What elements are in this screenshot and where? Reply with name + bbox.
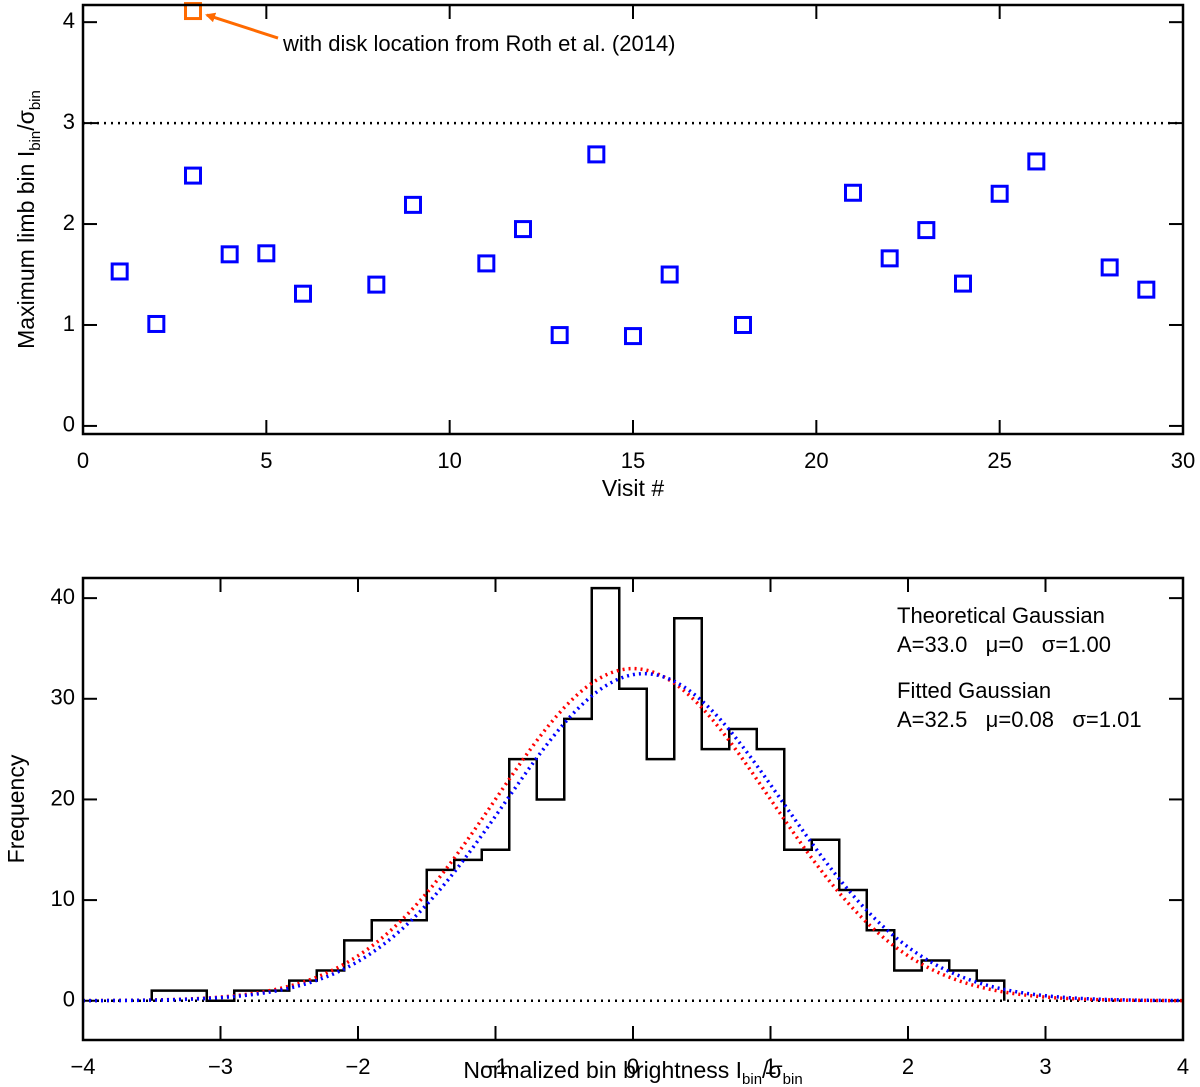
- point: [734, 315, 752, 334]
- x-tick-label: −1: [483, 1054, 508, 1079]
- x-tick-label: −3: [208, 1054, 233, 1079]
- point: [1027, 152, 1046, 171]
- histogram-outline: [150, 586, 1006, 1002]
- x-tick-label: 30: [1171, 448, 1195, 473]
- point: [660, 265, 679, 284]
- x-tick-label: 4: [1177, 1054, 1189, 1079]
- point: [294, 284, 312, 303]
- x-tick-label: 3: [1039, 1054, 1051, 1079]
- label-part: Visit #: [602, 475, 664, 501]
- x-tick-label: 5: [260, 448, 272, 473]
- plot-frame: [81, 576, 1185, 1042]
- point: [257, 244, 276, 263]
- y-axis-label: Frequency: [3, 754, 29, 863]
- x-tick-label: 0: [627, 1054, 639, 1079]
- x-tick-label: 0: [77, 448, 89, 473]
- point: [110, 262, 129, 281]
- bar: [482, 850, 510, 1001]
- plot-frame: [81, 3, 1185, 436]
- x-axis-label: Visit #: [602, 475, 664, 501]
- label-part: /σ: [762, 1057, 783, 1083]
- y-tick-label: 2: [63, 210, 75, 235]
- x-tick-label: 25: [987, 448, 1011, 473]
- x-tick-label: −2: [345, 1054, 370, 1079]
- x-tick-label: 20: [804, 448, 828, 473]
- annotation-arrow: [205, 12, 279, 40]
- bar: [894, 971, 922, 1001]
- point: [880, 249, 899, 268]
- bar: [619, 689, 647, 1001]
- y-tick-label: 4: [63, 8, 75, 33]
- x-tick-label: 15: [621, 448, 645, 473]
- bar: [867, 930, 895, 1000]
- point: [624, 327, 642, 346]
- gaussian-curve: [82, 671, 1184, 1003]
- label-part: Normalized bin brightness I: [463, 1057, 742, 1083]
- x-axis-label: Normalized bin brightness Ibin/σbin: [463, 1057, 802, 1087]
- legend-title: Theoretical Gaussian: [897, 603, 1105, 628]
- label-part: Frequency: [3, 754, 29, 863]
- bar: [592, 588, 620, 1001]
- x-tick-label: 2: [902, 1054, 914, 1079]
- label-part: bin: [27, 90, 44, 110]
- y-axis-label: Maximum limb bin Ibin/σbin: [13, 90, 44, 349]
- x-tick-label: 1: [764, 1054, 776, 1079]
- point: [184, 2, 202, 21]
- bar: [702, 749, 730, 1001]
- x-tick-label: 10: [437, 448, 461, 473]
- point: [844, 183, 862, 202]
- y-tick-label: 0: [63, 412, 75, 437]
- point: [220, 245, 239, 264]
- point: [1100, 258, 1119, 277]
- bar: [454, 860, 482, 1001]
- legend-params: A=33.0 μ=0 σ=1.00: [897, 632, 1111, 657]
- bar: [674, 618, 702, 1000]
- point: [990, 184, 1009, 203]
- label-part: bin: [742, 1071, 762, 1087]
- bar: [729, 729, 757, 1001]
- annotation: with disk location from Roth et al. (201…: [282, 31, 676, 56]
- bar: [179, 991, 207, 1001]
- bar: [812, 840, 840, 1001]
- point: [184, 166, 202, 185]
- bar: [537, 799, 565, 1000]
- point: [954, 274, 972, 293]
- y-tick-label: 1: [63, 311, 75, 336]
- x-tick-label: −4: [70, 1054, 95, 1079]
- point: [917, 221, 936, 240]
- bar: [509, 759, 537, 1001]
- legend-title: Fitted Gaussian: [897, 678, 1051, 703]
- y-tick-label: 10: [51, 886, 75, 911]
- y-tick-label: 0: [63, 987, 75, 1012]
- label-part: bin: [27, 131, 44, 151]
- bar: [564, 719, 592, 1001]
- label-part: /σ: [13, 110, 39, 131]
- y-tick-label: 3: [63, 109, 75, 134]
- y-tick-label: 30: [51, 685, 75, 710]
- point: [404, 195, 422, 214]
- bar: [784, 850, 812, 1001]
- bar: [372, 920, 400, 1001]
- y-tick-label: 40: [51, 584, 75, 609]
- legend-params: A=32.5 μ=0.08 σ=1.01: [897, 707, 1142, 732]
- point: [477, 254, 496, 273]
- label-part: bin: [783, 1071, 803, 1087]
- point: [550, 326, 569, 345]
- point: [147, 314, 166, 333]
- bar: [399, 920, 427, 1001]
- point: [1137, 280, 1156, 299]
- label-part: Maximum limb bin I: [13, 151, 39, 349]
- point: [514, 220, 532, 239]
- point: [367, 275, 386, 294]
- y-tick-label: 20: [51, 785, 75, 810]
- bar: [647, 759, 675, 1001]
- point: [587, 145, 606, 164]
